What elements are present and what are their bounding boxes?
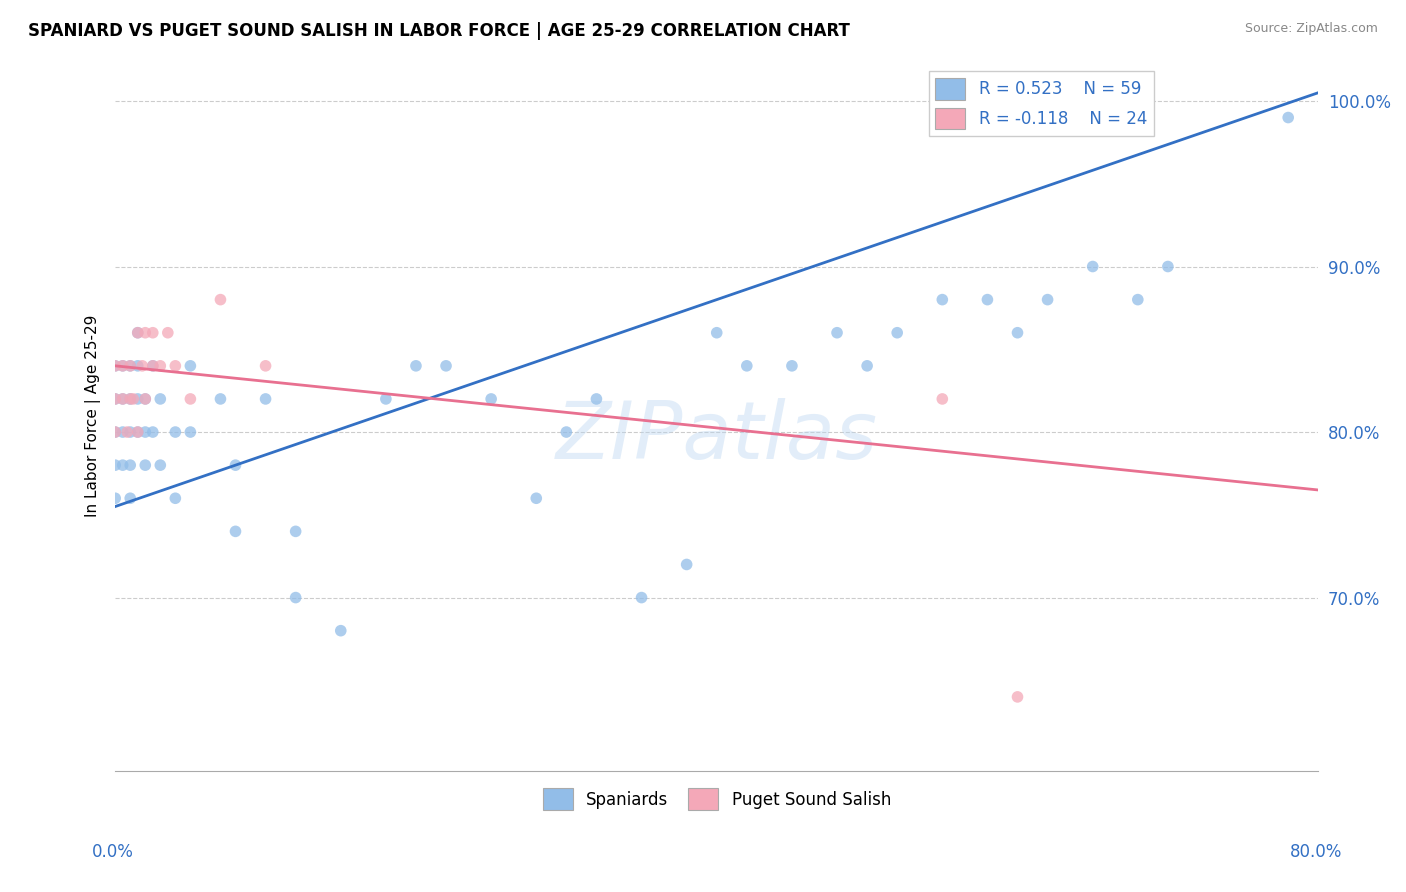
Point	[886, 326, 908, 340]
Point	[127, 326, 149, 340]
Point	[149, 458, 172, 472]
Point	[127, 359, 149, 373]
Point	[405, 359, 427, 373]
Point	[111, 359, 134, 373]
Point	[209, 392, 232, 406]
Point	[127, 392, 149, 406]
Point	[142, 359, 165, 373]
Point	[931, 392, 953, 406]
Point	[134, 326, 156, 340]
Point	[179, 392, 201, 406]
Point	[254, 359, 277, 373]
Legend: Spaniards, Puget Sound Salish: Spaniards, Puget Sound Salish	[536, 781, 897, 816]
Point	[104, 359, 127, 373]
Point	[735, 359, 758, 373]
Point	[127, 326, 149, 340]
Point	[120, 392, 142, 406]
Point	[111, 359, 134, 373]
Point	[115, 425, 138, 439]
Point	[1036, 293, 1059, 307]
Y-axis label: In Labor Force | Age 25-29: In Labor Force | Age 25-29	[86, 314, 101, 516]
Point	[165, 425, 187, 439]
Text: Source: ZipAtlas.com: Source: ZipAtlas.com	[1244, 22, 1378, 36]
Point	[1277, 111, 1299, 125]
Point	[555, 425, 578, 439]
Point	[179, 359, 201, 373]
Point	[165, 359, 187, 373]
Point	[120, 392, 142, 406]
Point	[209, 293, 232, 307]
Point	[329, 624, 352, 638]
Point	[374, 392, 396, 406]
Point	[104, 425, 127, 439]
Point	[104, 359, 127, 373]
Point	[127, 425, 149, 439]
Point	[142, 326, 165, 340]
Point	[1126, 293, 1149, 307]
Point	[149, 359, 172, 373]
Point	[131, 359, 153, 373]
Point	[856, 359, 879, 373]
Point	[142, 359, 165, 373]
Point	[284, 524, 307, 539]
Point	[111, 458, 134, 472]
Point	[149, 392, 172, 406]
Point	[104, 425, 127, 439]
Point	[224, 524, 246, 539]
Point	[156, 326, 179, 340]
Point	[134, 392, 156, 406]
Text: SPANIARD VS PUGET SOUND SALISH IN LABOR FORCE | AGE 25-29 CORRELATION CHART: SPANIARD VS PUGET SOUND SALISH IN LABOR …	[28, 22, 851, 40]
Text: 80.0%: 80.0%	[1291, 843, 1343, 861]
Point	[127, 425, 149, 439]
Point	[120, 458, 142, 472]
Point	[780, 359, 803, 373]
Point	[111, 392, 134, 406]
Point	[104, 392, 127, 406]
Point	[585, 392, 607, 406]
Point	[1157, 260, 1180, 274]
Point	[134, 458, 156, 472]
Point	[630, 591, 652, 605]
Point	[254, 392, 277, 406]
Point	[284, 591, 307, 605]
Point	[104, 491, 127, 506]
Point	[120, 359, 142, 373]
Point	[1007, 690, 1029, 704]
Point	[111, 392, 134, 406]
Point	[120, 359, 142, 373]
Text: ZIPatlas: ZIPatlas	[555, 398, 877, 475]
Point	[104, 392, 127, 406]
Point	[931, 293, 953, 307]
Text: 0.0%: 0.0%	[91, 843, 134, 861]
Point	[122, 392, 145, 406]
Point	[976, 293, 998, 307]
Point	[142, 425, 165, 439]
Point	[706, 326, 728, 340]
Point	[479, 392, 502, 406]
Point	[179, 425, 201, 439]
Point	[1081, 260, 1104, 274]
Point	[825, 326, 848, 340]
Point	[1007, 326, 1029, 340]
Point	[134, 392, 156, 406]
Point	[104, 458, 127, 472]
Point	[165, 491, 187, 506]
Point	[224, 458, 246, 472]
Point	[434, 359, 457, 373]
Point	[524, 491, 547, 506]
Point	[134, 425, 156, 439]
Point	[120, 425, 142, 439]
Point	[675, 558, 697, 572]
Point	[111, 425, 134, 439]
Point	[120, 491, 142, 506]
